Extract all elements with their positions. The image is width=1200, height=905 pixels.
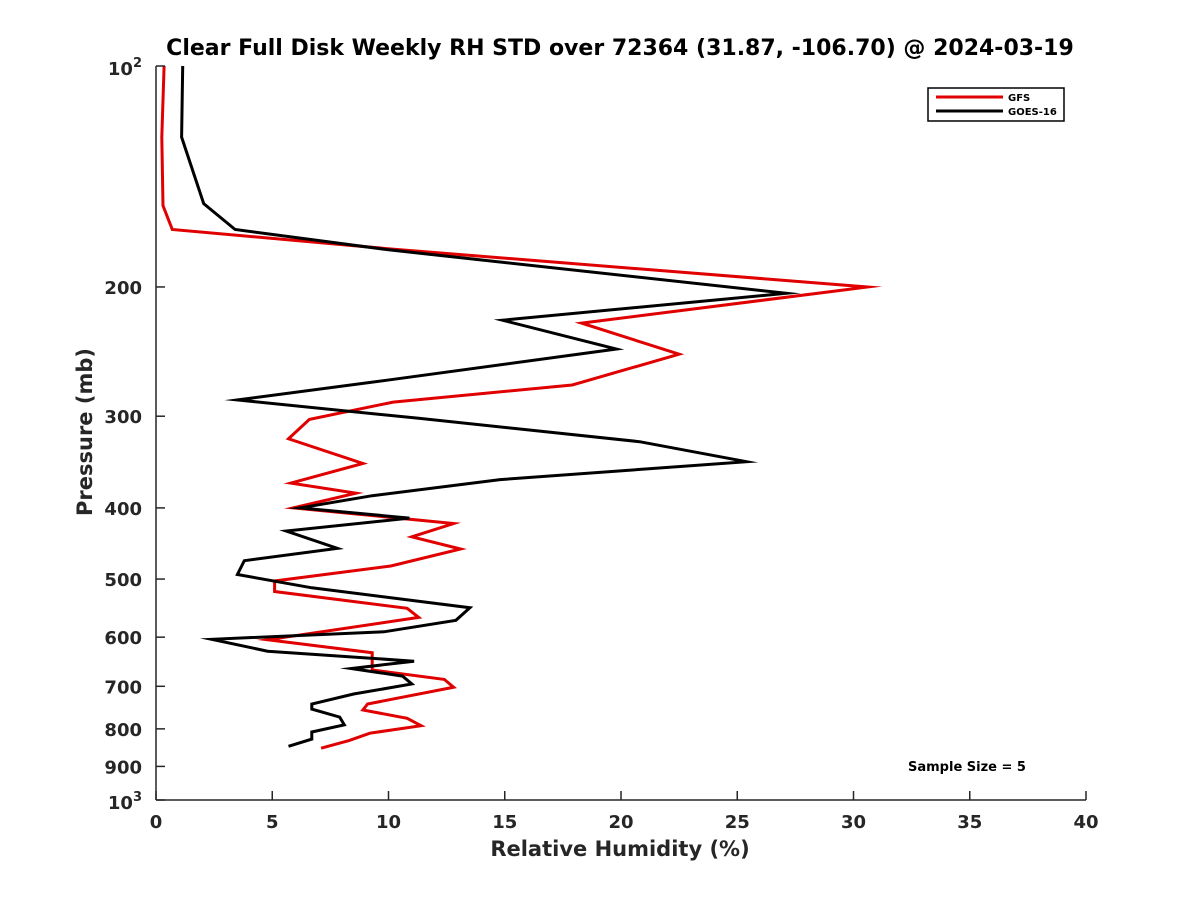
y-tick-label: 900 [104, 757, 142, 778]
x-tick-label: 30 [841, 812, 866, 833]
x-tick-label: 25 [725, 812, 750, 833]
legend: GFS GOES-16 [927, 87, 1065, 122]
y-tick-label: 300 [104, 407, 142, 428]
x-tick-label: 20 [608, 812, 633, 833]
x-tick-label: 40 [1073, 812, 1098, 833]
y-axis-label: Pressure (mb) [73, 348, 97, 516]
series-line-gfs [160, 65, 883, 750]
x-tick-label: 10 [376, 812, 401, 833]
chart-title: Clear Full Disk Weekly RH STD over 72364… [166, 36, 1074, 61]
tick-labels: 0 5 10 15 20 25 30 35 40 102 200 300 400 500 600 700 800… [104, 56, 1098, 833]
legend-box [927, 87, 1065, 122]
x-tick-label: 5 [266, 812, 279, 833]
series-layer [160, 65, 883, 750]
y-tick-label: 102 [108, 56, 142, 80]
legend-label: GOES-16 [1008, 107, 1057, 118]
plot-background [156, 66, 1086, 800]
y-tick-label: 200 [104, 278, 142, 299]
x-tick-label: 15 [492, 812, 517, 833]
x-tick-label: 0 [150, 812, 163, 833]
y-tick-label: 400 [104, 499, 142, 520]
y-tick-label: 600 [104, 628, 142, 649]
legend-label: GFS [1008, 93, 1030, 104]
y-tick-label: 800 [104, 720, 142, 741]
plot-area [156, 66, 1086, 800]
x-tick-label: 35 [957, 812, 982, 833]
y-tick-label: 103 [108, 790, 142, 814]
y-tick-label: 500 [104, 570, 142, 591]
y-tick-label: 700 [104, 677, 142, 698]
sample-size-annotation: Sample Size = 5 [908, 760, 1026, 775]
series-line-goes-16 [180, 65, 801, 748]
x-axis-label: Relative Humidity (%) [490, 837, 749, 861]
